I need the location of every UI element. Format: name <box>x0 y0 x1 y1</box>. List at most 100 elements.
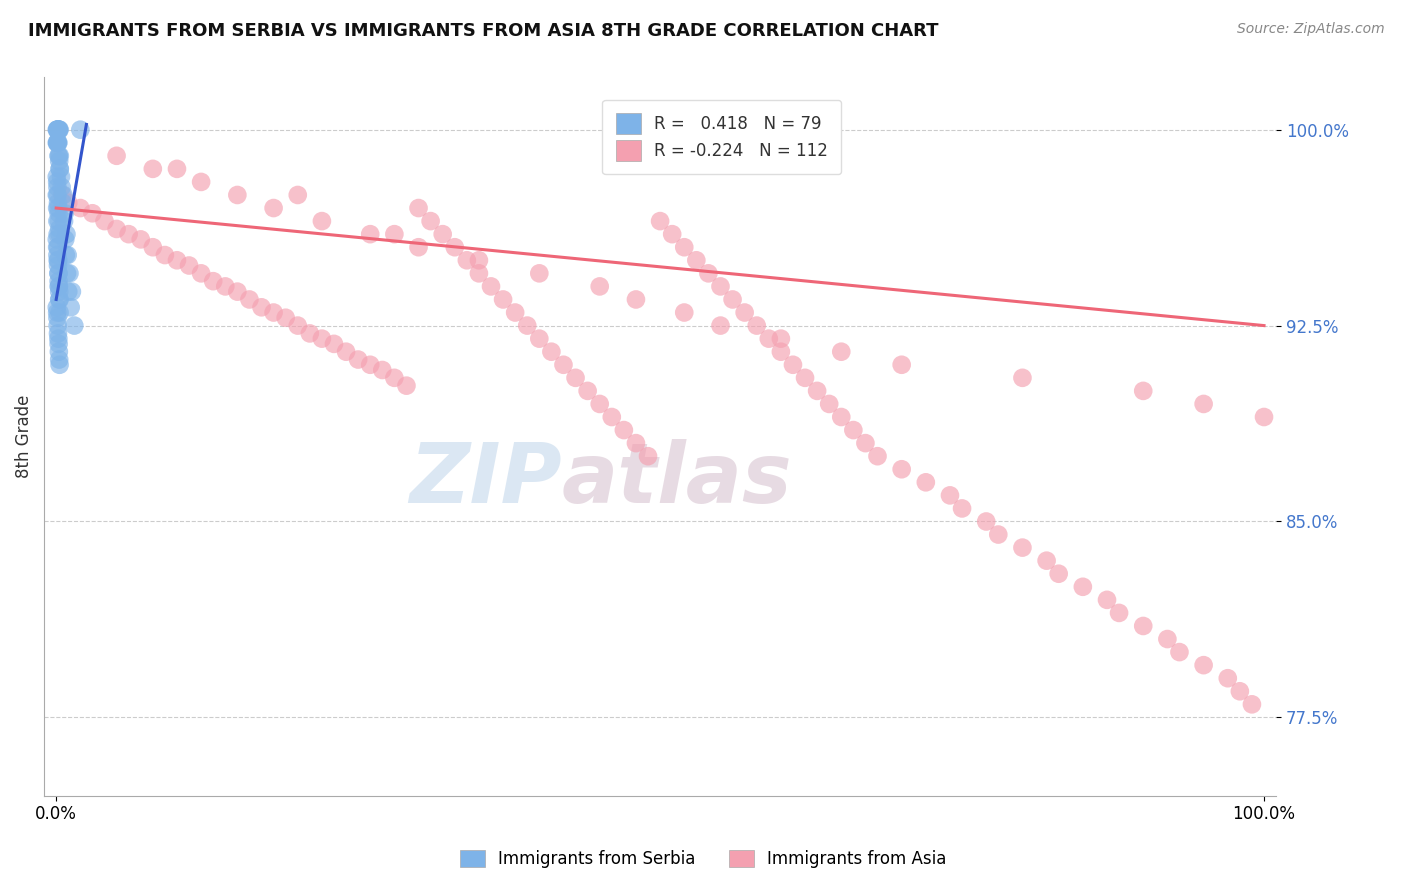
Text: atlas: atlas <box>561 439 792 520</box>
Point <box>142 161 165 176</box>
Point <box>529 332 551 346</box>
Point <box>69 201 91 215</box>
Point <box>46 240 69 254</box>
Point <box>950 501 973 516</box>
Point <box>226 285 249 299</box>
Point <box>202 274 225 288</box>
Point <box>1216 671 1239 685</box>
Point <box>48 266 70 280</box>
Point <box>105 222 128 236</box>
Point <box>45 122 67 136</box>
Point <box>46 310 69 325</box>
Point <box>46 122 69 136</box>
Point <box>1047 566 1070 581</box>
Point <box>48 122 70 136</box>
Point <box>818 397 841 411</box>
Point <box>382 371 405 385</box>
Point <box>48 337 70 351</box>
Point <box>46 136 69 150</box>
Point <box>479 279 502 293</box>
Point <box>890 462 912 476</box>
Point <box>48 344 70 359</box>
Point <box>48 332 70 346</box>
Point <box>794 371 817 385</box>
Point <box>516 318 538 333</box>
Point <box>93 214 115 228</box>
Point <box>842 423 865 437</box>
Point <box>166 161 188 176</box>
Point <box>45 232 67 246</box>
Point <box>52 188 75 202</box>
Point <box>745 318 768 333</box>
Point <box>830 409 852 424</box>
Point <box>46 227 69 242</box>
Point <box>45 136 67 150</box>
Point <box>48 122 70 136</box>
Point <box>48 293 70 307</box>
Point <box>45 169 67 184</box>
Point <box>46 318 69 333</box>
Point <box>129 232 152 246</box>
Point <box>758 332 780 346</box>
Point <box>974 515 997 529</box>
Point <box>48 149 70 163</box>
Point <box>46 214 69 228</box>
Point <box>55 227 77 242</box>
Point <box>311 214 333 228</box>
Point <box>238 293 260 307</box>
Point <box>46 195 69 210</box>
Point <box>432 227 454 242</box>
Point <box>782 358 804 372</box>
Point <box>263 201 285 215</box>
Point <box>48 266 70 280</box>
Point <box>600 409 623 424</box>
Point <box>49 169 72 184</box>
Point <box>806 384 828 398</box>
Point <box>46 253 69 268</box>
Point <box>53 232 76 246</box>
Point <box>769 344 792 359</box>
Point <box>721 293 744 307</box>
Point <box>382 227 405 242</box>
Point <box>46 122 69 136</box>
Text: IMMIGRANTS FROM SERBIA VS IMMIGRANTS FROM ASIA 8TH GRADE CORRELATION CHART: IMMIGRANTS FROM SERBIA VS IMMIGRANTS FRO… <box>28 22 939 40</box>
Point <box>48 285 70 299</box>
Point <box>190 266 212 280</box>
Point <box>503 305 526 319</box>
Point <box>46 175 69 189</box>
Point <box>58 285 80 299</box>
Y-axis label: 8th Grade: 8th Grade <box>15 395 32 478</box>
Point <box>166 253 188 268</box>
Point <box>177 259 200 273</box>
Point <box>190 175 212 189</box>
Point <box>1240 698 1263 712</box>
Point <box>624 293 647 307</box>
Point <box>443 240 465 254</box>
Point <box>1011 541 1033 555</box>
Point <box>1168 645 1191 659</box>
Point <box>60 285 83 299</box>
Point <box>48 293 70 307</box>
Point <box>46 136 69 150</box>
Point <box>46 122 69 136</box>
Point <box>45 301 67 315</box>
Point <box>709 279 731 293</box>
Point <box>866 449 889 463</box>
Point <box>673 305 696 319</box>
Point <box>335 344 357 359</box>
Point <box>419 214 441 228</box>
Text: Source: ZipAtlas.com: Source: ZipAtlas.com <box>1237 22 1385 37</box>
Point <box>287 188 309 202</box>
Point <box>56 266 79 280</box>
Point <box>53 206 76 220</box>
Point <box>371 363 394 377</box>
Point <box>637 449 659 463</box>
Point <box>52 195 75 210</box>
Point <box>274 310 297 325</box>
Point <box>49 149 72 163</box>
Point <box>553 358 575 372</box>
Point <box>214 279 236 293</box>
Point <box>48 154 70 169</box>
Point <box>46 259 69 273</box>
Point <box>48 305 70 319</box>
